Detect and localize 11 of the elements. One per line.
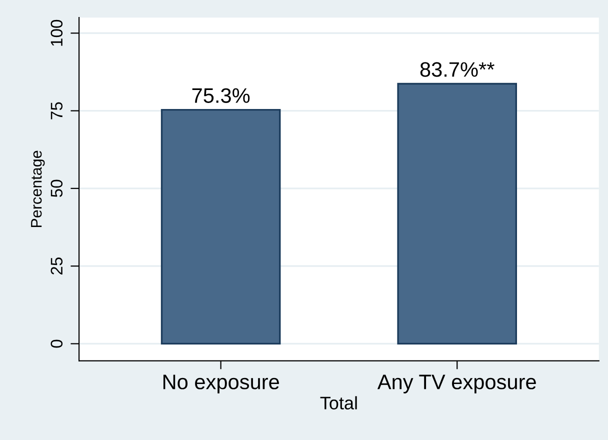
y-tick-label: 75 bbox=[50, 102, 63, 120]
data-label: 75.3% bbox=[192, 88, 250, 103]
y-tick-label: 100 bbox=[50, 20, 63, 46]
y-axis-title: Percentage bbox=[31, 150, 45, 228]
x-tick-label: Any TV exposure bbox=[377, 374, 536, 394]
y-tick-label: 0 bbox=[50, 340, 63, 348]
y-tick-label: 25 bbox=[50, 258, 63, 274]
data-label: 83.7%** bbox=[420, 62, 494, 77]
x-tick-label: No exposure bbox=[163, 374, 279, 394]
x-axis-title: Total bbox=[320, 396, 357, 410]
y-tick-label: 50 bbox=[50, 180, 63, 198]
